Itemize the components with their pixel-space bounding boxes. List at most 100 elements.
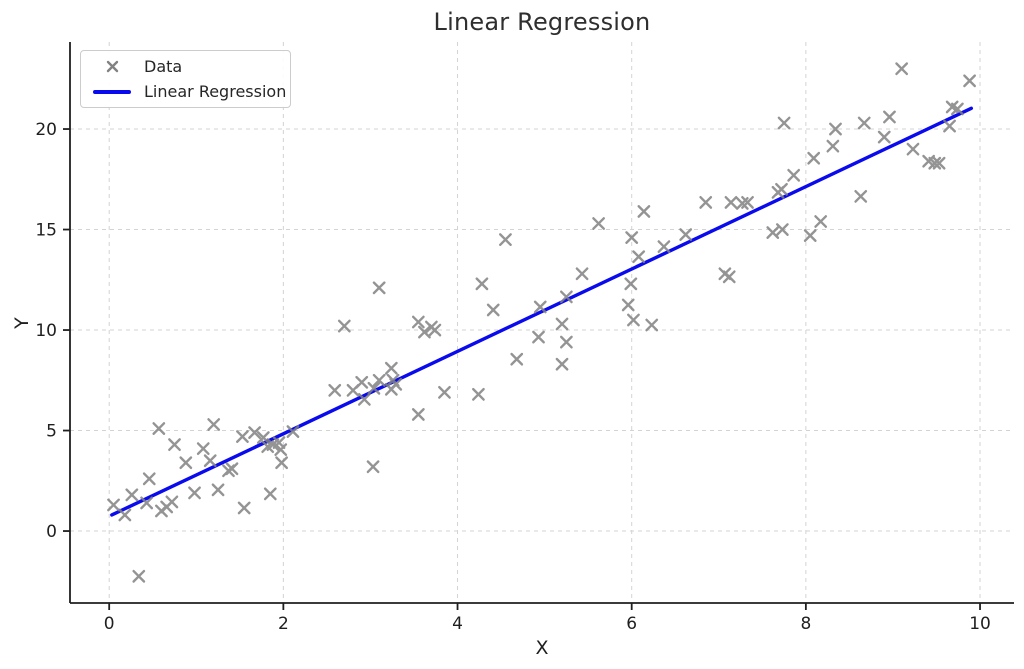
data-point [775, 223, 789, 236]
legend: Data Linear Regression [80, 50, 291, 108]
data-point [559, 335, 573, 349]
data-point [906, 142, 920, 156]
data-point [814, 215, 828, 228]
y-tick-label: 20 [35, 120, 57, 140]
data-point [165, 495, 179, 509]
legend-item-regression: Linear Regression [89, 79, 286, 104]
y-tick-label: 0 [46, 522, 57, 542]
data-point [533, 300, 547, 314]
data-point [943, 119, 956, 133]
data-point [592, 217, 606, 230]
data-point [499, 233, 512, 246]
tick-labels: 0 2 4 6 8 10 0 5 10 15 20 [35, 120, 990, 634]
y-tick-label: 5 [46, 422, 57, 442]
legend-item-data: Data [89, 54, 280, 79]
data-point [741, 196, 754, 209]
legend-label-regression: Linear Regression [144, 82, 287, 102]
data-point [555, 317, 569, 331]
data-point [179, 456, 193, 470]
data-point [950, 102, 964, 116]
data-point [472, 387, 485, 401]
ticks [63, 128, 981, 610]
data-point [722, 270, 736, 284]
x-tick-label: 4 [452, 614, 463, 634]
data-point [807, 151, 821, 165]
data-point [132, 569, 146, 583]
data-point [895, 62, 909, 76]
data-point [829, 122, 842, 136]
data-point [357, 392, 371, 406]
data-point [275, 456, 289, 470]
x-marker-icon [89, 59, 135, 74]
data-point [803, 229, 817, 242]
data-point [152, 422, 166, 435]
x-tick-label: 0 [104, 614, 115, 634]
line-icon [89, 89, 135, 94]
x-tick-label: 6 [626, 614, 637, 634]
data-point [196, 442, 210, 456]
data-point [963, 74, 976, 88]
data-point [428, 323, 442, 337]
data-point [263, 487, 277, 501]
data-point [475, 277, 489, 291]
data-point [236, 430, 249, 443]
data-point [854, 189, 868, 203]
x-tick-label: 8 [800, 614, 811, 634]
x-tick-label: 10 [969, 614, 991, 634]
data-point [372, 373, 386, 387]
data-point [775, 182, 788, 196]
data-point [632, 250, 646, 264]
spines [69, 42, 1014, 604]
data-point [168, 438, 181, 452]
data-point [225, 462, 239, 476]
data-point [256, 431, 270, 444]
data-point [207, 418, 221, 431]
data-point [932, 156, 946, 170]
data-point [188, 486, 201, 500]
scatter-series [107, 62, 976, 583]
data-point [142, 472, 156, 486]
regression-line [110, 106, 974, 517]
y-tick-label: 10 [35, 321, 57, 341]
data-point [411, 315, 425, 329]
data-point [679, 228, 693, 241]
data-point [559, 290, 573, 304]
data-point [857, 116, 871, 130]
x-axis-label: X [535, 637, 549, 659]
y-tick-label: 15 [35, 221, 57, 241]
data-point [411, 408, 425, 421]
data-point [372, 281, 386, 295]
data-point [777, 116, 791, 130]
data-point [118, 508, 132, 522]
data-point [366, 460, 380, 474]
data-point [510, 352, 524, 366]
data-point [883, 110, 896, 124]
x-tick-label: 2 [278, 614, 289, 634]
data-point [248, 426, 262, 439]
data-point [625, 231, 639, 244]
data-point [555, 357, 569, 371]
data-point [627, 313, 640, 327]
data-point [575, 267, 589, 281]
data-point [621, 298, 635, 312]
chart-title: Linear Regression [433, 8, 651, 36]
data-point [637, 205, 651, 218]
data-point [384, 361, 398, 375]
data-point [355, 375, 369, 389]
data-point [389, 377, 403, 391]
legend-label-data: Data [144, 56, 183, 76]
data-point [438, 385, 451, 399]
data-point [826, 139, 840, 153]
data-point [125, 488, 139, 502]
data-point [367, 381, 381, 395]
data-point [532, 330, 545, 344]
data-point [418, 325, 431, 339]
data-point [657, 240, 671, 254]
data-point [337, 319, 351, 333]
data-point [724, 196, 738, 209]
data-point [699, 196, 713, 209]
data-point [211, 483, 225, 497]
data-point [328, 383, 342, 397]
